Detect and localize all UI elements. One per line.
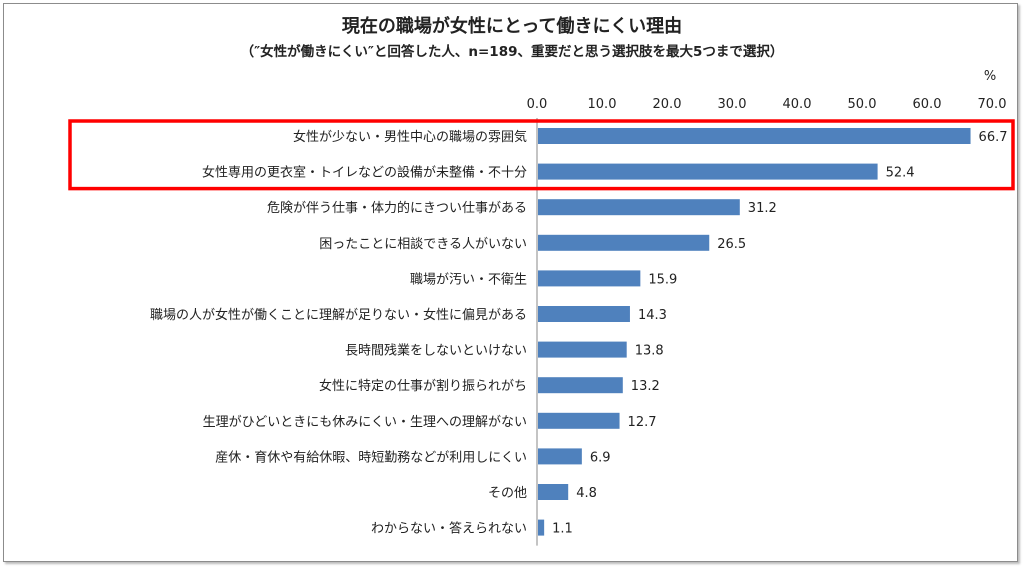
x-tick-label: 40.0 <box>783 97 812 112</box>
bar <box>538 377 623 394</box>
bar <box>538 412 620 429</box>
bar <box>538 234 710 251</box>
bar <box>538 163 878 180</box>
category-label: 職場の人が女性が働くことに理解が足りない・女性に偏見がある <box>150 307 527 323</box>
chart-title: 現在の職場が女性にとって働きにくい理由 <box>341 16 683 37</box>
x-tick-label: 50.0 <box>848 97 877 112</box>
category-label: 生理がひどいときにも休みにくい・生理への理解がない <box>203 415 527 430</box>
chart-frame <box>3 3 1018 562</box>
data-label: 15.9 <box>648 272 677 287</box>
bar <box>538 270 641 287</box>
bar <box>538 341 627 358</box>
x-tick-label: 0.0 <box>527 97 548 112</box>
data-label: 12.7 <box>628 415 657 430</box>
data-label: 13.2 <box>631 379 660 394</box>
category-label: 長時間残業をしないといけない <box>345 343 527 359</box>
highlight-box <box>68 119 1015 191</box>
data-label: 1.1 <box>552 522 573 537</box>
x-tick-label: 20.0 <box>653 97 682 112</box>
bar <box>538 519 545 536</box>
bar <box>538 199 740 216</box>
category-label: わからない・答えられない <box>371 521 527 537</box>
category-label: 産休・育休や有給休暇、時短勤務などが利用しにくい <box>215 449 527 465</box>
data-label: 52.4 <box>886 166 915 181</box>
data-label: 66.7 <box>979 130 1008 145</box>
category-label: その他 <box>488 486 527 501</box>
data-label: 13.8 <box>635 344 664 359</box>
category-label: 困ったことに相談できる人がいない <box>319 236 527 252</box>
x-tick-label: 10.0 <box>588 97 617 112</box>
bar <box>538 448 582 465</box>
unit-label: % <box>984 69 996 84</box>
category-label: 職場が汚い・不衛生 <box>410 272 527 287</box>
x-tick-label: 70.0 <box>978 97 1007 112</box>
chart-subtitle: （″女性が働きにくい″と回答した人、n=189、重要だと思う選択肢を最大5つまで… <box>240 44 784 60</box>
category-label: 女性が少ない・男性中心の職場の雰囲気 <box>293 129 527 145</box>
data-label: 26.5 <box>717 237 746 252</box>
data-label: 31.2 <box>748 201 777 216</box>
x-tick-label: 60.0 <box>913 97 942 112</box>
x-tick-label: 30.0 <box>718 97 747 112</box>
data-label: 6.9 <box>590 450 611 465</box>
bar <box>538 306 630 322</box>
category-label: 女性に特定の仕事が割り振られがち <box>319 378 527 394</box>
category-label: 女性専用の更衣室・トイレなどの設備が未整備・不十分 <box>202 165 527 181</box>
bar <box>538 128 971 144</box>
data-label: 14.3 <box>638 308 667 323</box>
bar <box>538 484 569 500</box>
category-label: 危険が伴う仕事・体力的にきつい仕事がある <box>267 200 527 216</box>
data-label: 4.8 <box>576 486 597 501</box>
